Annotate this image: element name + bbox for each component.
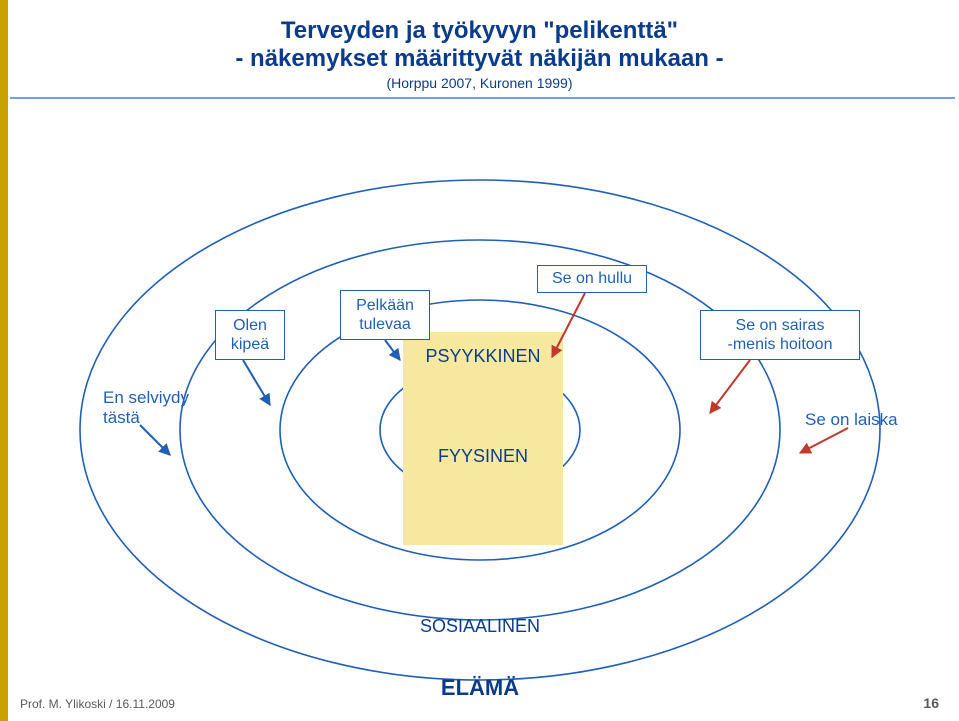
label-se-on-laiska: Se on laiska <box>805 410 898 430</box>
box-olen-kipea: Olenkipeä <box>215 310 285 360</box>
label-fyysinen: FYYSINEN <box>438 446 528 466</box>
box-se-on-hullu: Se on hullu <box>537 265 647 293</box>
slide-page: Terveyden ja työkyvyn "pelikenttä" - näk… <box>0 0 959 721</box>
box-text: Olenkipeä <box>231 316 269 354</box>
free-label-text: En selviydytästä <box>103 388 189 427</box>
footer-right: 16 <box>923 695 939 711</box>
free-label-text: Se on laiska <box>805 410 898 429</box>
box-text: Se on hullu <box>552 269 632 288</box>
diagram-svg: PSYYKKINEN FYYSINEN SOSIAALINEN ELÄMÄ <box>0 0 959 721</box>
box-text: Se on sairas-menis hoitoon <box>728 316 833 354</box>
label-en-selviydy: En selviydytästä <box>103 388 189 428</box>
box-text: Pelkääntulevaa <box>356 296 414 334</box>
label-elama: ELÄMÄ <box>441 675 519 700</box>
footer-left: Prof. M. Ylikoski / 16.11.2009 <box>20 697 175 711</box>
box-se-on-sairas: Se on sairas-menis hoitoon <box>700 310 860 360</box>
box-pelkaan: Pelkääntulevaa <box>340 290 430 340</box>
label-psyykkinen: PSYYKKINEN <box>425 346 540 366</box>
label-sosiaalinen: SOSIAALINEN <box>420 616 540 636</box>
